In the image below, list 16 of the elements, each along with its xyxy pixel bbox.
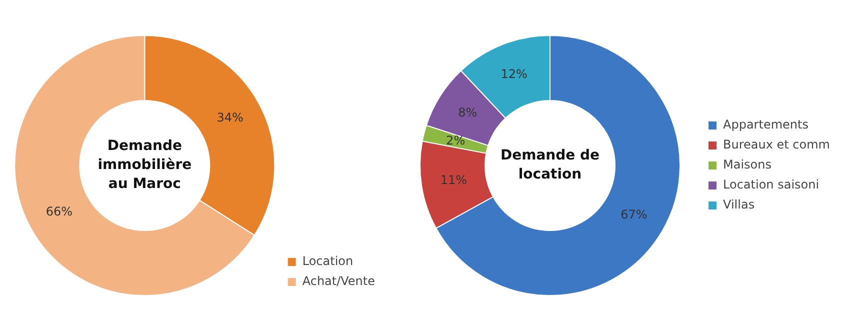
data-label: 12% <box>500 66 528 81</box>
data-label: 66% <box>46 204 73 219</box>
text: Demande de location <box>500 148 600 183</box>
legend-label: Appartements <box>723 118 808 132</box>
data-label: 11% <box>440 172 468 187</box>
data-label: 2% <box>446 133 466 148</box>
data-label: 8% <box>458 105 478 120</box>
data-label: 34% <box>216 110 244 125</box>
legend-label: Maisons <box>723 158 772 172</box>
text: Demande immobilière au Maroc <box>98 138 192 192</box>
legend-label: Location <box>302 254 354 268</box>
legend-label: Villas <box>723 198 755 212</box>
legend-label: Location saisoni <box>723 178 820 192</box>
data-label: 67% <box>620 207 648 222</box>
legend-label: Bureaux et comm <box>723 138 830 152</box>
legend-label: Achat/Vente <box>302 274 375 288</box>
